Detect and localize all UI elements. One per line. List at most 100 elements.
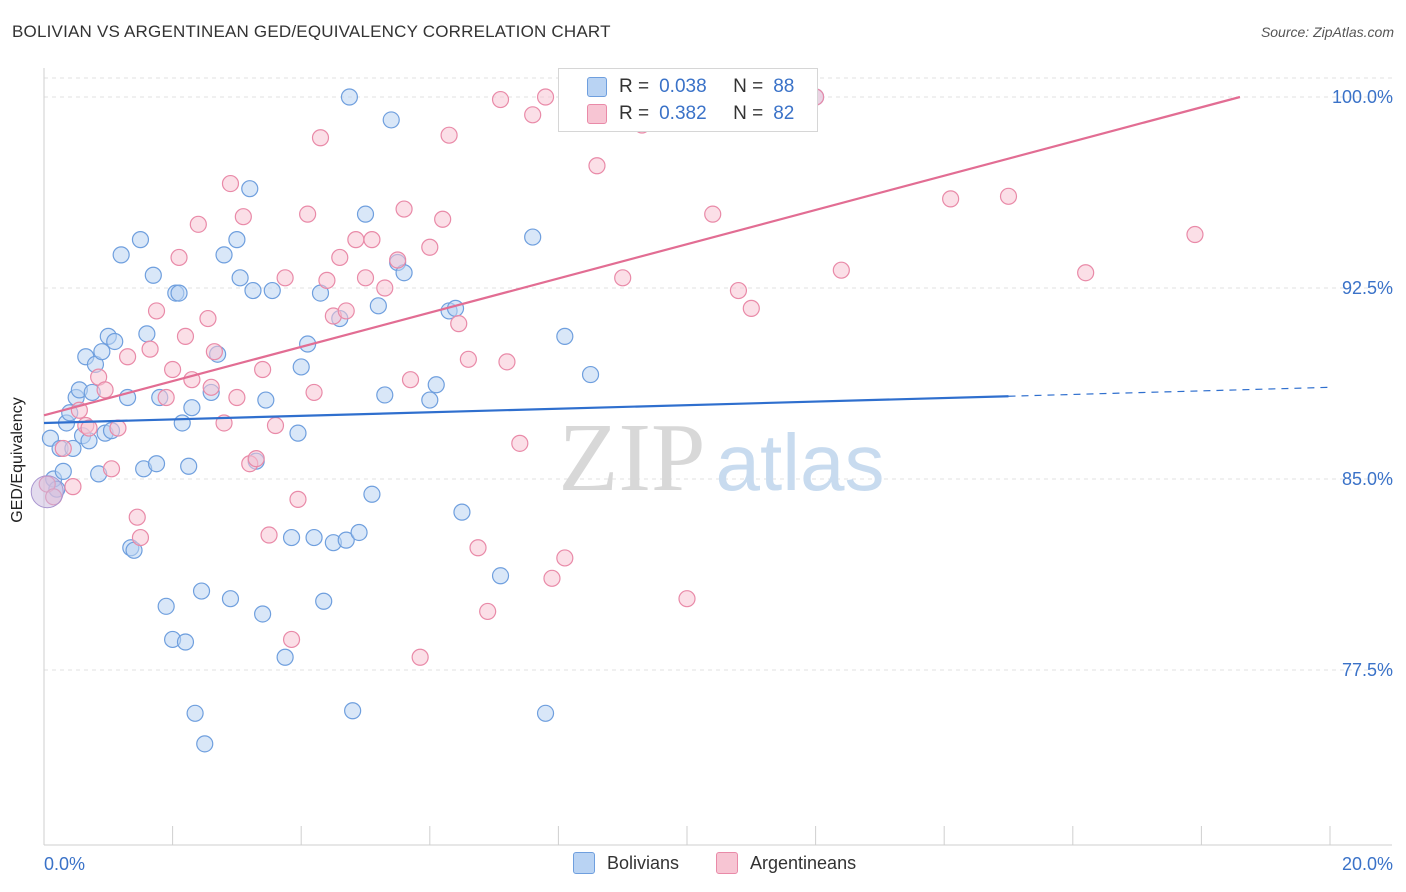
point-argentineans [459, 350, 477, 368]
point-argentineans [234, 208, 252, 226]
legend-swatch-bolivians [587, 77, 607, 97]
n-value: 88 [773, 76, 795, 97]
point-bolivians [144, 266, 162, 284]
r-value: 0.038 [659, 76, 707, 97]
point-argentineans [832, 261, 850, 279]
point-bolivians [524, 228, 542, 246]
point-bolivians [344, 702, 362, 720]
point-bolivians [173, 414, 191, 432]
r-value: 0.382 [659, 103, 707, 124]
point-bolivians [491, 567, 510, 585]
trend-lines [43, 95, 1331, 425]
point-bolivians [30, 475, 64, 509]
point-argentineans [469, 539, 487, 557]
point-argentineans [704, 205, 722, 223]
n-value: 82 [773, 103, 795, 124]
point-bolivians [382, 111, 400, 129]
point-argentineans [524, 106, 542, 124]
point-argentineans [176, 327, 195, 345]
point-argentineans [205, 343, 223, 361]
x-tick-label: 0.0% [44, 854, 85, 874]
y-tick-label: 92.5% [1342, 278, 1393, 298]
point-bolivians [337, 531, 355, 549]
point-argentineans [247, 450, 265, 468]
point-bolivians [196, 735, 214, 753]
bottom-legend-argentineans: Argentineans [716, 852, 856, 874]
r-label: R = [619, 76, 650, 97]
point-argentineans [96, 381, 114, 399]
point-bolivians [183, 399, 201, 417]
point-argentineans [228, 388, 246, 407]
point-argentineans [389, 251, 407, 269]
trend-line-bolivians [43, 395, 1009, 425]
point-bolivians [93, 343, 111, 361]
point-bolivians [556, 327, 574, 345]
point-bolivians [106, 332, 124, 351]
point-argentineans [147, 302, 166, 320]
point-argentineans [299, 205, 317, 223]
y-axis-label: GED/Equivalency [9, 397, 26, 523]
point-argentineans [511, 434, 529, 452]
point-bolivians [157, 597, 175, 615]
point-argentineans [331, 248, 349, 267]
point-bolivians [363, 485, 381, 503]
tick-labels: 77.5% 85.0% 92.5% 100.0% 0.0% 20.0% [44, 87, 1393, 874]
point-bolivians [305, 528, 323, 547]
point-bolivians [453, 503, 471, 521]
point-argentineans [54, 439, 72, 458]
point-argentineans [614, 269, 632, 287]
point-bolivians [282, 528, 301, 547]
point-argentineans [199, 309, 217, 328]
point-argentineans [131, 528, 150, 547]
point-argentineans [109, 419, 127, 437]
point-bolivians [170, 284, 188, 302]
point-argentineans [678, 590, 696, 608]
stats-legend: R = 0.038 N = 88 R = 0.382 N = 82 [558, 68, 818, 132]
point-bolivians [112, 246, 130, 264]
point-argentineans [942, 190, 960, 208]
point-bolivians [581, 365, 600, 384]
point-bolivians [221, 590, 240, 608]
point-bolivians [376, 386, 394, 404]
point-argentineans [1186, 225, 1204, 244]
trend-line-bolivians-dashed [1008, 386, 1331, 397]
point-argentineans [164, 360, 182, 379]
chart-title: BOLIVIAN VS ARGENTINEAN GED/EQUIVALENCY … [12, 22, 611, 41]
r-label: R = [619, 103, 650, 124]
watermark: ZIP atlas [559, 404, 885, 512]
point-argentineans [289, 490, 307, 508]
point-argentineans [318, 271, 336, 289]
bottom-legend-swatch-argentineans [716, 852, 738, 874]
point-argentineans [170, 248, 188, 267]
point-argentineans [450, 315, 468, 333]
point-argentineans [128, 508, 146, 526]
legend-swatch-argentineans [587, 104, 607, 124]
trend-line-argentineans [43, 95, 1241, 417]
point-bolivians [427, 376, 445, 394]
n-label: N = [733, 103, 764, 124]
point-argentineans [260, 526, 278, 544]
point-bolivians [536, 704, 555, 722]
point-bolivians [350, 523, 368, 542]
point-bolivians [215, 246, 233, 264]
point-bolivians [244, 281, 262, 300]
point-bolivians [138, 325, 156, 343]
point-argentineans [305, 383, 323, 402]
n-label: N = [733, 76, 764, 97]
point-argentineans [337, 302, 355, 320]
point-argentineans [491, 90, 510, 109]
point-argentineans [401, 371, 420, 389]
point-argentineans [356, 269, 375, 287]
y-tick-label: 100.0% [1332, 87, 1393, 107]
point-argentineans [118, 348, 137, 366]
point-bolivians [54, 462, 72, 480]
point-argentineans [395, 200, 413, 218]
point-argentineans [64, 478, 82, 496]
point-bolivians [276, 648, 294, 666]
point-argentineans [266, 416, 285, 435]
watermark-atlas: atlas [716, 418, 885, 507]
bottom-legend-bolivians: Bolivians [573, 852, 679, 874]
bottom-legend-label-bolivians: Bolivians [607, 852, 680, 873]
point-argentineans [498, 353, 516, 371]
